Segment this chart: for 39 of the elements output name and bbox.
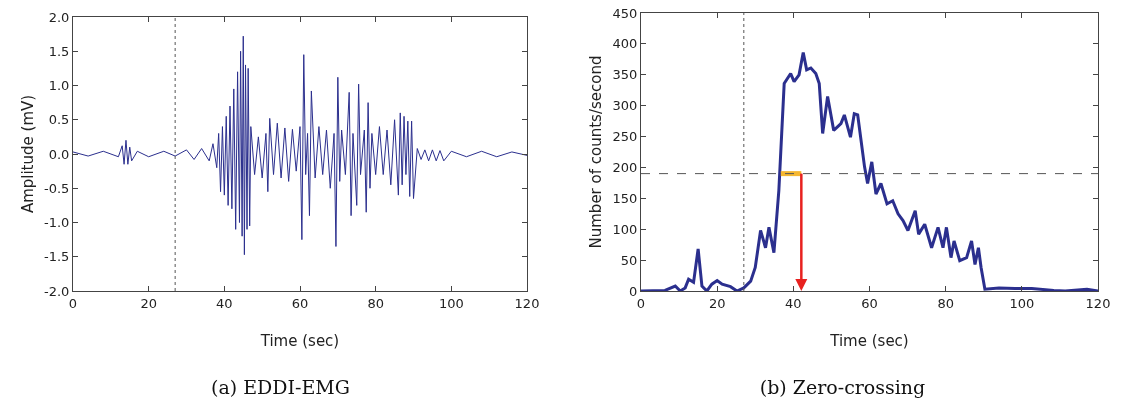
y-tick-label: 0.0 — [48, 146, 70, 162]
x-tick-label: 60 — [861, 295, 878, 311]
y-tick-label: 50 — [620, 252, 638, 268]
y-tick-label: -2.0 — [44, 283, 70, 299]
y-tick-label: 400 — [612, 36, 638, 52]
x-tick-label: 100 — [438, 295, 464, 311]
y-tick-label: -1.5 — [44, 249, 70, 265]
y-axis-title: Number of counts/second — [587, 55, 605, 249]
x-tick-label: 80 — [367, 295, 384, 311]
x-tick-label: 20 — [140, 295, 157, 311]
x-tick-label: 40 — [216, 295, 233, 311]
y-tick-label: 450 — [612, 5, 638, 21]
x-tick-label: 20 — [708, 295, 726, 311]
text: (b) Zero-crossing — [759, 375, 926, 398]
x-axis-title: Time (sec) — [829, 332, 909, 350]
y-tick-label: 150 — [612, 190, 638, 206]
x-axis-title: Time (sec) — [259, 332, 340, 350]
y-tick-label: 1.5 — [48, 43, 70, 59]
y-axis-title: Amplitude (mV) — [19, 94, 37, 214]
text: (a) EDDI-EMG — [211, 375, 350, 398]
y-tick-label: 0.5 — [48, 112, 70, 128]
x-tick-label: 120 — [1085, 295, 1111, 311]
x-tick-label: 80 — [937, 295, 954, 311]
y-tick-label: 250 — [612, 129, 638, 145]
y-tick-label: 0 — [629, 283, 638, 299]
y-tick-label: 1.0 — [48, 78, 70, 94]
x-tick-label: 40 — [785, 295, 802, 311]
x-tick-label: 120 — [514, 295, 540, 311]
y-tick-label: -0.5 — [44, 180, 70, 196]
line-series — [73, 35, 527, 256]
y-tick-label: 300 — [612, 98, 638, 114]
x-tick-label: 60 — [291, 295, 309, 311]
y-tick-label: 100 — [612, 221, 638, 237]
y-tick-label: 2.0 — [48, 9, 70, 25]
y-tick-label: 200 — [612, 159, 638, 175]
line-series — [641, 51, 1098, 291]
x-tick-label: 100 — [1009, 295, 1035, 311]
y-tick-label: -1.0 — [44, 215, 70, 231]
y-tick-label: 350 — [612, 67, 638, 83]
